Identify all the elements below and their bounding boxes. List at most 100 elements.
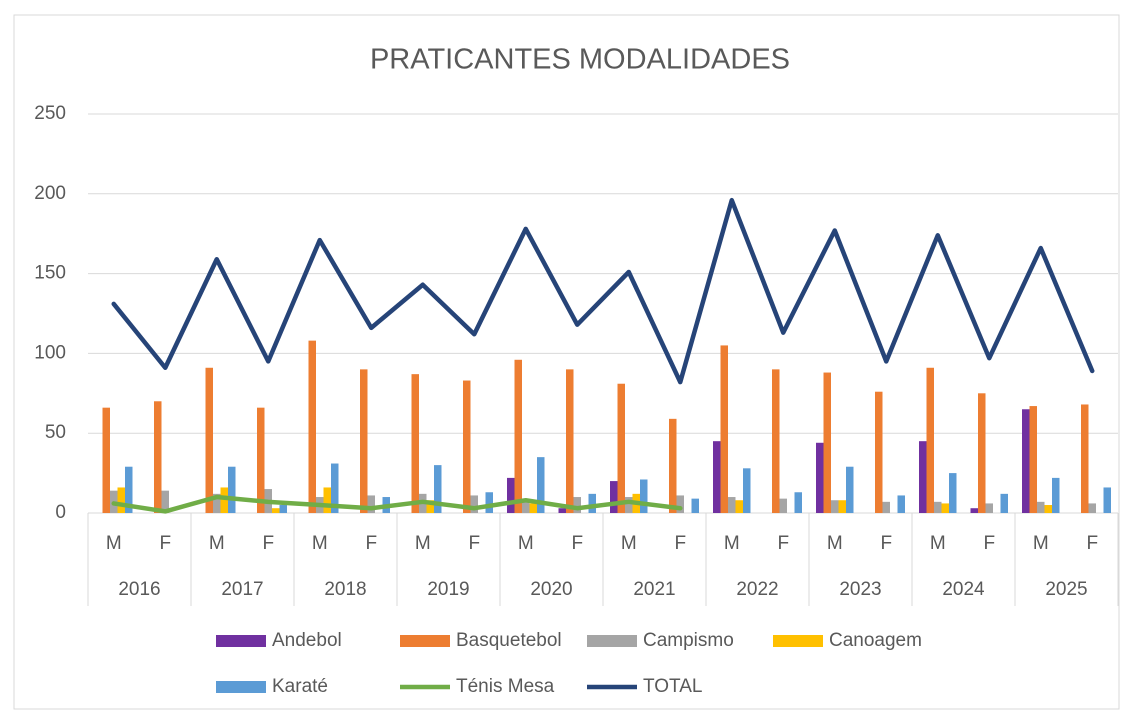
bar (669, 418, 677, 513)
x-tick-label: F (571, 533, 583, 554)
x-tick-label: F (159, 533, 171, 554)
bar (463, 380, 471, 513)
bar (676, 495, 684, 513)
bar (985, 503, 993, 513)
bar (1044, 505, 1052, 513)
legend-label: Canoagem (829, 630, 922, 651)
legend-swatch (587, 635, 637, 647)
legend-label: Karaté (272, 676, 328, 697)
bar (691, 498, 699, 513)
x-tick-label: F (262, 533, 274, 554)
x-tick-label: M (312, 533, 328, 554)
bar (529, 503, 537, 513)
bar (1029, 406, 1037, 513)
y-tick-label: 100 (34, 342, 66, 363)
bar (205, 367, 213, 513)
x-group-label: 2016 (118, 579, 160, 600)
legend-swatch (216, 681, 266, 693)
bar (308, 340, 316, 513)
bar (279, 505, 287, 513)
bar (573, 497, 581, 513)
bar (1022, 409, 1030, 513)
x-group-label: 2019 (427, 579, 469, 600)
bar (743, 468, 751, 513)
bar (434, 465, 442, 513)
bar (919, 441, 927, 513)
legend-label: Campismo (643, 630, 734, 651)
bar (949, 473, 957, 513)
bar (102, 407, 110, 513)
x-group-label: 2020 (530, 579, 572, 600)
bar (125, 466, 133, 513)
bar (875, 391, 883, 513)
x-tick-label: F (983, 533, 995, 554)
bar (794, 492, 802, 513)
bar (117, 487, 125, 513)
bar (411, 374, 419, 513)
bar (566, 369, 574, 513)
line (111, 197, 1095, 385)
bar (728, 497, 736, 513)
bar (1052, 477, 1060, 513)
bar (882, 501, 890, 513)
x-group-label: 2021 (633, 579, 675, 600)
y-tick-label: 50 (45, 422, 66, 443)
bar (522, 498, 530, 513)
bar (625, 497, 633, 513)
y-tick-label: 250 (34, 103, 66, 124)
bar (838, 500, 846, 513)
x-tick-label: M (1033, 533, 1049, 554)
x-group-label: 2025 (1045, 579, 1087, 600)
chart-title: PRATICANTES MODALIDADES (370, 44, 790, 76)
bar (735, 500, 743, 513)
bar (331, 463, 339, 513)
chart-frame (13, 14, 1120, 710)
bar (507, 477, 515, 513)
x-tick-label: F (365, 533, 377, 554)
legend-swatch (400, 635, 450, 647)
bar (220, 487, 228, 513)
bar (640, 479, 648, 513)
line (111, 494, 683, 514)
bar (323, 487, 331, 513)
bar (588, 493, 596, 513)
bar (257, 407, 265, 513)
bar (1088, 503, 1096, 513)
legend-label: Ténis Mesa (456, 676, 555, 697)
x-tick-label: M (827, 533, 843, 554)
bar (970, 508, 978, 513)
bar (823, 372, 831, 513)
bar (897, 495, 905, 513)
bar (213, 493, 221, 513)
bar (1081, 404, 1089, 513)
x-group-label: 2024 (942, 579, 985, 600)
x-tick-label: M (106, 533, 122, 554)
bar (934, 501, 942, 513)
y-tick-label: 150 (34, 263, 66, 284)
bar (720, 345, 728, 513)
bar (272, 508, 280, 513)
bar (617, 383, 625, 513)
bar (426, 500, 434, 513)
x-tick-label: F (1086, 533, 1098, 554)
bar (779, 498, 787, 513)
bar (367, 495, 375, 513)
x-tick-label: F (468, 533, 480, 554)
x-tick-label: M (930, 533, 946, 554)
bar (1000, 493, 1008, 513)
bar (831, 500, 839, 513)
bar (941, 503, 949, 513)
bar (713, 441, 721, 513)
y-tick-label: 200 (34, 183, 66, 204)
x-tick-label: F (777, 533, 789, 554)
y-tick-label: 0 (55, 502, 66, 523)
bar (228, 466, 236, 513)
bar (610, 481, 618, 513)
bar (978, 393, 986, 513)
x-tick-label: M (724, 533, 740, 554)
x-tick-label: M (209, 533, 225, 554)
bar (558, 508, 566, 513)
legend-label: Basquetebol (456, 630, 562, 651)
bar (816, 442, 824, 513)
